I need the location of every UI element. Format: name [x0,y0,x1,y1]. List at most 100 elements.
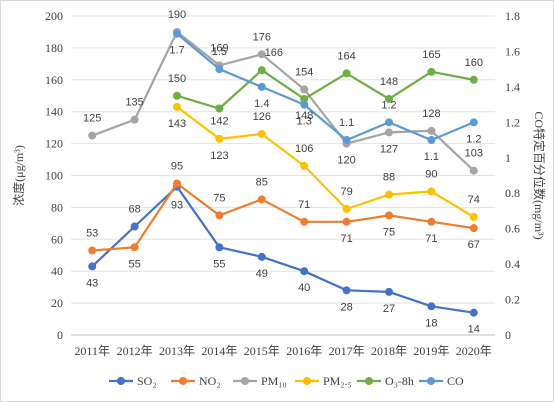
left-axis-ticks: 0 20 40 60 80 100 120 140 160 180 200 [45,9,63,342]
left-tick-label: 80 [51,200,63,214]
data-label: 169 [210,42,228,54]
x-tick-label: 2015年 [244,344,280,358]
data-label: 164 [337,50,355,62]
data-point [257,252,266,261]
right-tick-label: 1.6 [505,44,520,58]
data-point [427,302,436,311]
data-point [300,85,309,94]
left-axis-title: 浓度(μg/m³) [11,145,26,206]
data-point [300,217,309,226]
data-label: 27 [383,303,395,315]
data-point [300,267,309,276]
left-tick-label: 0 [57,328,63,342]
data-point [342,286,351,295]
data-label: 90 [425,168,437,180]
data-label: 1.1 [339,117,354,129]
right-axis-title: CO特定百分位数(mg/m³) [532,111,547,239]
data-label: 95 [171,160,183,172]
x-tick-label: 2020年 [456,344,492,358]
data-point [342,217,351,226]
right-axis-ticks: 0 0.2 0.4 0.6 0.8 1 1.2 1.4 1.6 1.8 [505,9,520,342]
data-label: 125 [83,113,101,125]
data-label: 1.1 [424,151,439,163]
data-point [427,217,436,226]
legend-label: SO₂ [137,374,157,388]
data-label: 71 [340,233,352,245]
legend-label: PM₁₀ [261,374,287,388]
right-tick-label: 0.6 [505,222,520,236]
data-point [215,134,224,143]
x-tick-label: 2014年 [201,344,237,358]
legend-label: CO [447,374,464,388]
data-point [342,69,351,78]
data-labels-layer: 43 68 93 55 49 40 28 27 18 14 53 55 95 75 85 71 71 75 71 67… [83,9,483,336]
series-line-0 [91,185,474,314]
data-label: 1.2 [466,133,481,145]
data-label: 160 [465,57,483,69]
data-label: 75 [213,192,225,204]
x-tick-label: 2017年 [329,344,365,358]
data-label: 165 [422,49,440,61]
data-label: 93 [171,200,183,212]
data-label: 18 [425,317,437,329]
x-axis-ticks: 2011年 2012年 2013年 2014年 2015年 2016年 2017年 2018年… [74,344,491,358]
left-tick-label: 20 [51,296,63,310]
left-tick-label: 140 [45,105,63,119]
data-label: 40 [298,282,310,294]
data-point [215,65,224,74]
data-point [215,104,224,113]
data-point [469,212,478,221]
data-point [257,195,266,204]
data-label: 68 [128,204,140,216]
data-point [88,131,97,140]
data-label: 106 [295,143,313,155]
data-point [342,204,351,213]
data-point [88,262,97,271]
data-label: 67 [468,239,480,251]
data-point [469,118,478,127]
legend-swatch-marker [427,377,435,385]
series-layer [88,27,478,317]
right-tick-label: 1.4 [505,80,520,94]
data-point [257,82,266,91]
left-tick-label: 160 [45,73,63,87]
legend: SO₂ NO₂ PM₁₀ PM₂.₅ O₃-8h CO [109,374,464,388]
data-point [300,100,309,109]
data-point [88,246,97,255]
data-point [385,94,393,103]
data-point [385,190,393,199]
left-tick-label: 120 [45,137,63,151]
data-point [173,29,181,38]
data-point [427,67,436,76]
left-tick-label: 200 [45,9,63,23]
x-tick-label: 2019年 [413,344,449,358]
data-point [257,130,266,139]
data-label: 120 [337,155,355,167]
right-tick-label: 0.4 [505,257,520,271]
data-label: 1.7 [169,45,184,57]
legend-label: O₃-8h [385,374,414,388]
data-point [300,94,309,103]
data-label: 135 [125,97,143,109]
data-point [469,75,478,84]
right-tick-label: 0.2 [505,293,520,307]
data-point [173,179,181,188]
data-label: 1.2 [381,99,396,111]
data-label: 55 [213,258,225,270]
series-line-5 [176,32,475,142]
data-label: 142 [210,116,228,128]
left-tick-label: 60 [51,232,63,246]
data-label: 88 [383,172,395,184]
data-label: 14 [468,324,480,336]
data-point [385,287,393,296]
data-label: 166 [265,47,283,59]
data-point [469,224,478,233]
series-line-1 [92,181,474,252]
data-point [469,166,478,175]
x-tick-label: 2011年 [74,344,110,358]
data-label: 28 [340,301,352,313]
legend-swatch-marker [241,377,249,385]
data-label: 74 [468,194,480,206]
